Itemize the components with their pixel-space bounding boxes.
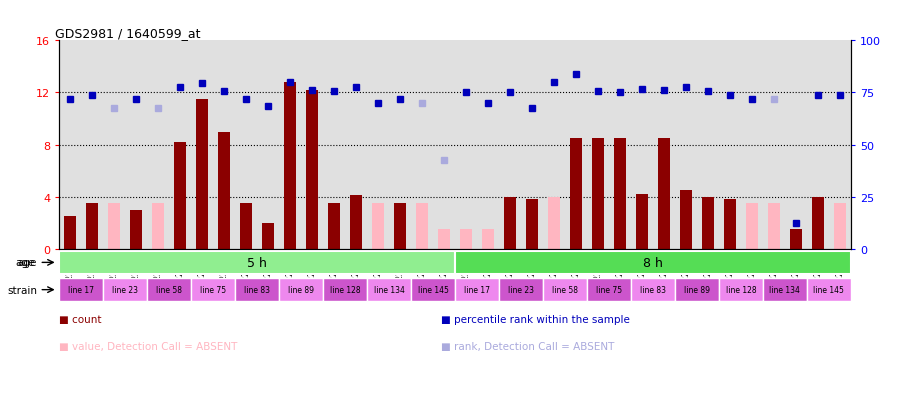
Bar	[174, 142, 187, 249]
Bar	[218, 132, 230, 249]
Text: GDS2981 / 1640599_at: GDS2981 / 1640599_at	[56, 27, 201, 40]
Text: line 75: line 75	[596, 285, 622, 294]
Bar	[284, 83, 296, 249]
Text: line 17: line 17	[68, 285, 94, 294]
Text: line 145: line 145	[418, 285, 449, 294]
Text: line 145: line 145	[814, 285, 844, 294]
Bar	[367, 278, 411, 301]
Bar	[394, 204, 406, 249]
Bar	[455, 278, 499, 301]
Bar	[86, 204, 98, 249]
Text: 8 h: 8 h	[643, 256, 662, 269]
Bar	[834, 204, 846, 249]
Bar	[196, 100, 208, 249]
Bar	[548, 197, 560, 249]
Bar	[416, 204, 428, 249]
Bar	[658, 139, 670, 249]
Bar	[460, 230, 472, 249]
Bar	[543, 278, 587, 301]
Text: line 89: line 89	[288, 285, 314, 294]
Bar	[723, 200, 736, 249]
Bar	[235, 278, 279, 301]
Bar	[614, 139, 626, 249]
Bar	[328, 204, 340, 249]
Bar	[812, 197, 824, 249]
Bar	[59, 252, 455, 274]
Text: line 128: line 128	[329, 285, 360, 294]
Bar	[631, 278, 675, 301]
Text: line 83: line 83	[640, 285, 666, 294]
Text: line 83: line 83	[244, 285, 270, 294]
Text: line 17: line 17	[464, 285, 490, 294]
Bar	[306, 91, 318, 249]
Bar	[350, 196, 362, 249]
Bar	[636, 195, 648, 249]
Text: line 58: line 58	[157, 285, 182, 294]
Bar	[746, 204, 758, 249]
Bar	[323, 278, 367, 301]
Text: ■ rank, Detection Call = ABSENT: ■ rank, Detection Call = ABSENT	[441, 341, 615, 351]
Bar	[455, 252, 851, 274]
Bar	[768, 204, 780, 249]
Bar	[526, 200, 538, 249]
Bar	[411, 278, 455, 301]
Text: age: age	[17, 258, 37, 268]
Text: ■ percentile rank within the sample: ■ percentile rank within the sample	[441, 314, 631, 324]
Bar	[499, 278, 543, 301]
Text: line 58: line 58	[552, 285, 578, 294]
Text: age: age	[15, 258, 35, 268]
Bar	[262, 223, 274, 249]
Bar	[108, 204, 120, 249]
Text: line 134: line 134	[770, 285, 800, 294]
Bar	[504, 197, 516, 249]
Bar	[680, 191, 692, 249]
Bar	[103, 278, 147, 301]
Bar	[59, 278, 103, 301]
Bar	[372, 204, 384, 249]
Bar	[482, 230, 494, 249]
Text: line 75: line 75	[200, 285, 227, 294]
Bar	[147, 278, 191, 301]
Bar	[152, 204, 164, 249]
Text: line 23: line 23	[112, 285, 138, 294]
Bar	[675, 278, 719, 301]
Text: ■ value, Detection Call = ABSENT: ■ value, Detection Call = ABSENT	[59, 341, 238, 351]
Text: line 134: line 134	[374, 285, 404, 294]
Bar	[240, 204, 252, 249]
Bar	[592, 139, 604, 249]
Text: line 89: line 89	[684, 285, 710, 294]
Bar	[130, 210, 142, 249]
Text: line 23: line 23	[508, 285, 534, 294]
Text: strain: strain	[7, 285, 37, 295]
Bar	[702, 197, 714, 249]
Bar	[807, 278, 851, 301]
Bar	[763, 278, 807, 301]
Bar	[719, 278, 763, 301]
Text: ■ count: ■ count	[59, 314, 102, 324]
Bar	[64, 217, 76, 249]
Bar	[790, 230, 802, 249]
Bar	[279, 278, 323, 301]
Text: line 128: line 128	[725, 285, 756, 294]
Bar	[570, 139, 582, 249]
Bar	[587, 278, 631, 301]
Text: 5 h: 5 h	[248, 256, 267, 269]
Bar	[438, 230, 450, 249]
Bar	[191, 278, 235, 301]
